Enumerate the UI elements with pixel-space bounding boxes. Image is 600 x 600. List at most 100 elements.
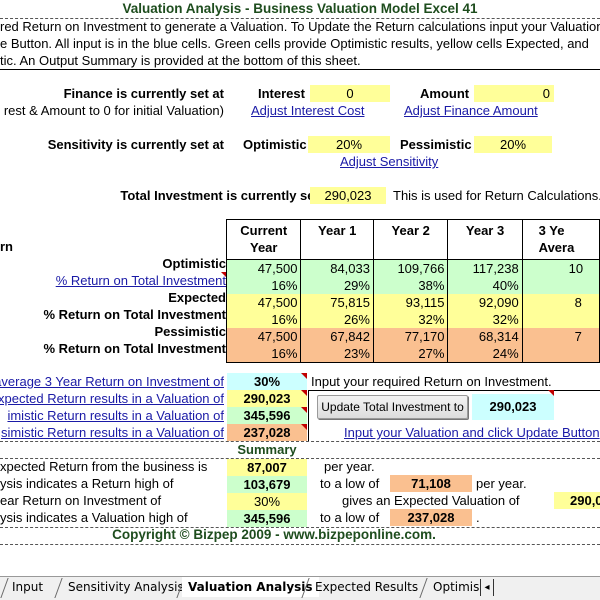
table-cell	[521, 345, 600, 363]
input-valuation-link[interactable]: Input your Valuation and click Update Bu…	[344, 425, 600, 440]
table-cell: 47,500	[225, 294, 302, 311]
total-investment-note: This is used for Return Calculations.	[393, 188, 600, 203]
optimistic-valuation-link[interactable]: imistic Return results in a Valuation of	[7, 408, 224, 423]
divider	[0, 441, 600, 442]
table-cell: 92,090	[447, 294, 523, 311]
optimistic-valuation-value: 345,596	[227, 407, 307, 424]
table-cell: 75,815	[300, 294, 374, 311]
table-cell: 47,500	[225, 259, 302, 277]
row-label-pessimistic: Pessimistic	[154, 324, 226, 339]
tab-optimistic[interactable]: Optimis	[433, 580, 479, 594]
divider	[0, 544, 600, 545]
expected-valuation-link[interactable]: xpected Return results in a Valuation of	[0, 391, 224, 406]
summary-roi: 30%	[227, 493, 307, 510]
table-cell: 47,500	[225, 328, 302, 345]
update-total-investment-button[interactable]: Update Total Investment to	[317, 395, 468, 419]
optimistic-sensitivity-value[interactable]: 20%	[308, 136, 390, 153]
tab-scroll-left-icon[interactable]: ◂	[480, 579, 494, 596]
returns-table: Current Year Year 1 Year 2 Year 3 3 Ye Ave…	[225, 219, 600, 363]
tab-expected-results[interactable]: Expected Results	[315, 580, 419, 594]
roi-link[interactable]: average 3 Year Return on Investment of	[0, 374, 224, 389]
summary-suffix: per year.	[324, 459, 375, 474]
table-row: 47,500 84,033 109,766 117,238 10	[225, 259, 600, 277]
header-year-1: Year 1	[300, 219, 374, 260]
copyright: Copyright © Bizpep 2009 - www.bizpeponli…	[112, 527, 436, 542]
table-cell: 38%	[372, 277, 449, 294]
table-cell: 26%	[300, 311, 374, 328]
table-cell: 7	[521, 328, 600, 345]
divider	[0, 18, 600, 19]
tab-input[interactable]: Input	[12, 580, 44, 594]
sheet-tab-bar: Input Sensitivity Analysis Valuation Ana…	[0, 576, 600, 600]
tab-valuation-analysis[interactable]: Valuation Analysis	[182, 577, 319, 597]
table-row: 16% 26% 32% 32%	[225, 311, 600, 328]
table-header-row: Current Year Year 1 Year 2 Year 3 3 Ye Ave…	[225, 219, 600, 260]
table-row: 16% 23% 27% 24%	[225, 345, 600, 363]
expected-valuation-value: 290,023	[227, 390, 307, 407]
pessimistic-valuation-link[interactable]: simistic Return results in a Valuation o…	[0, 425, 224, 440]
comment-indicator-icon	[548, 390, 554, 396]
interest-label: Interest	[258, 86, 305, 101]
table-cell: 77,170	[372, 328, 449, 345]
summary-valuation-low: 237,028	[390, 509, 472, 526]
interest-value[interactable]: 0	[310, 85, 390, 102]
table-row: 16% 29% 38% 40%	[225, 277, 600, 294]
summary-mid: gives an Expected Valuation of	[342, 493, 520, 508]
summary-return-low: 71,108	[390, 475, 472, 492]
finance-note: rest & Amount to 0 for initial Valuation…	[3, 103, 224, 118]
summary-valuation-high: 345,596	[227, 510, 307, 527]
comment-indicator-icon	[301, 407, 307, 413]
table-row: 47,500 67,842 77,170 68,314 7	[225, 328, 600, 345]
table-cell: 40%	[447, 277, 523, 294]
intro-line-3: tic. An Output Summary is provided at th…	[0, 53, 361, 68]
table-cell: 16%	[225, 311, 302, 328]
roi-note: Input your required Return on Investment…	[311, 374, 552, 389]
row-label-optimistic-return-link[interactable]: % Return on Total Investment	[55, 273, 226, 288]
table-cell: 10	[521, 259, 600, 277]
table-cell: 23%	[300, 345, 374, 363]
summary-suffix: .	[476, 510, 480, 525]
comment-indicator-icon	[301, 373, 307, 379]
update-value-input[interactable]: 290,023	[472, 394, 554, 420]
table-cell: 27%	[372, 345, 449, 363]
table-cell	[521, 277, 600, 294]
optimistic-label: Optimistic	[243, 137, 307, 152]
comment-indicator-icon	[301, 424, 307, 430]
divider	[0, 458, 600, 459]
page-title: Valuation Analysis - Business Valuation …	[122, 1, 478, 16]
table-cell: 32%	[372, 311, 449, 328]
adjust-interest-link[interactable]: Adjust Interest Cost	[251, 103, 365, 118]
amount-value[interactable]: 0	[474, 85, 554, 102]
roi-input[interactable]: 30%	[227, 373, 307, 390]
finance-label: Finance is currently set at	[63, 86, 224, 101]
row-label-expected-return: % Return on Total Investment	[43, 307, 227, 322]
adjust-amount-link[interactable]: Adjust Finance Amount	[404, 103, 538, 118]
amount-label: Amount	[420, 86, 470, 101]
pessimistic-sensitivity-value[interactable]: 20%	[474, 136, 552, 153]
row-label-optimistic: Optimistic	[162, 256, 226, 271]
summary-expected-valuation: 290,0	[554, 492, 600, 509]
tab-sensitivity-analysis[interactable]: Sensitivity Analysis	[68, 580, 184, 594]
summary-label: ear Return on Investment of	[0, 493, 162, 508]
adjust-sensitivity-link[interactable]: Adjust Sensitivity	[340, 154, 439, 169]
table-cell: 29%	[300, 277, 374, 294]
header-3-year-average: 3 Ye Avera	[521, 219, 600, 260]
table-cell: 117,238	[447, 259, 523, 277]
divider	[0, 527, 600, 528]
summary-label: xpected Return from the business is	[0, 459, 208, 474]
pessimistic-valuation-value: 237,028	[227, 424, 307, 441]
table-cell: 93,115	[372, 294, 449, 311]
table-cell: 84,033	[300, 259, 374, 277]
comment-indicator-icon	[301, 390, 307, 396]
total-investment-value: 290,023	[310, 187, 386, 204]
header-year-3: Year 3	[447, 219, 523, 260]
comment-indicator-icon	[221, 272, 227, 278]
summary-header: Summary	[237, 442, 297, 457]
pessimistic-label: Pessimistic	[400, 137, 472, 152]
row-label-pessimistic-return: % Return on Total Investment	[43, 341, 227, 356]
table-cell: 109,766	[372, 259, 449, 277]
table-cell: 32%	[447, 311, 523, 328]
table-cell	[521, 311, 600, 328]
header-current-year: Current Year	[225, 219, 302, 260]
table-cell: 8	[521, 294, 600, 311]
